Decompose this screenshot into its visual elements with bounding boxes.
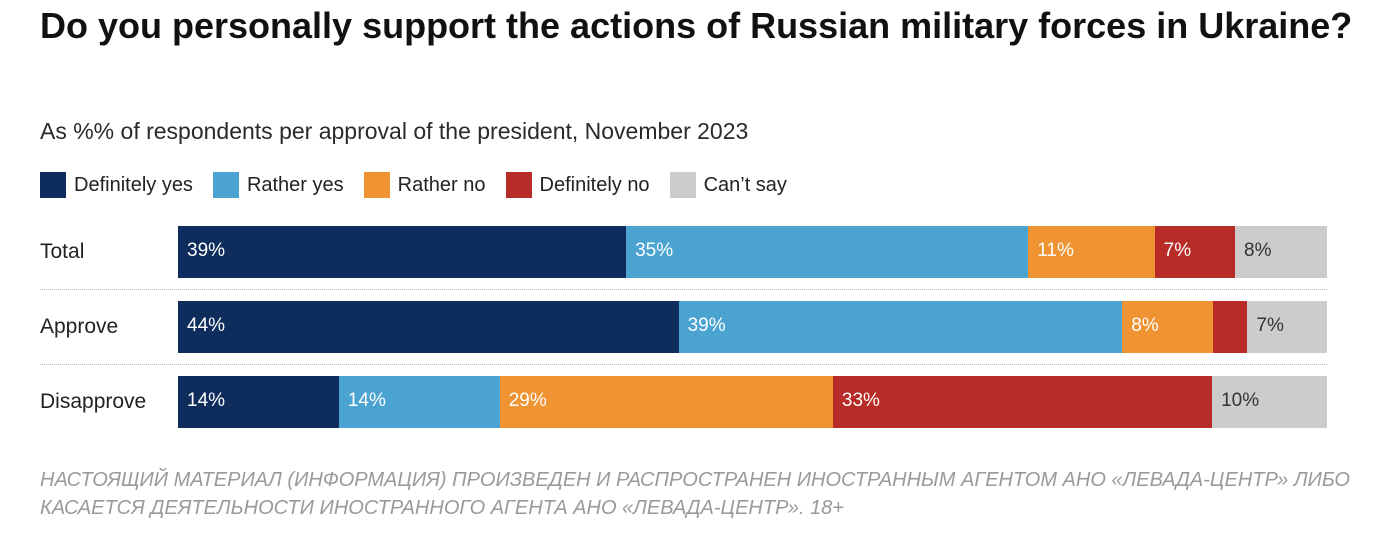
bar-row-total: 39% 35% 11% 7% 8%: [178, 226, 1327, 278]
data-label: 11%: [1037, 240, 1074, 261]
legend-item-3: Definitely no: [505, 172, 650, 198]
chart-title: Do you personally support the actions of…: [40, 5, 1353, 46]
legend-label: Rather no: [397, 173, 486, 196]
data-label: 33%: [841, 390, 880, 411]
data-label: 35%: [635, 240, 674, 261]
data-label: 14%: [187, 390, 226, 411]
data-label: 44%: [187, 315, 226, 336]
legend-swatch: [212, 172, 239, 198]
row-divider: [40, 364, 1327, 365]
bar-segment: 7%: [1247, 301, 1327, 353]
bar-segment: 39%: [178, 226, 627, 278]
data-label: 10%: [1221, 390, 1260, 411]
data-label: 39%: [187, 240, 226, 261]
bar-row-disapprove: 14% 14% 29% 33% 10%: [178, 376, 1327, 428]
data-label: 8%: [1244, 240, 1272, 261]
legend-item-1: Rather yes: [212, 172, 344, 198]
legend-label: Rather yes: [246, 173, 344, 196]
category-label: Total: [40, 240, 85, 263]
bar-row-approve: 44% 39% 8% 7%: [178, 301, 1327, 353]
bar-segment: 44%: [178, 301, 679, 353]
chart-subtitle: As %% of respondents per approval of the…: [40, 118, 749, 144]
data-label: 8%: [1131, 315, 1159, 336]
bar-segment: 14%: [338, 376, 500, 428]
row-divider: [40, 289, 1327, 290]
category-label: Disapprove: [40, 390, 147, 413]
data-label: 7%: [1256, 315, 1284, 336]
bar-segment: 8%: [1235, 226, 1327, 278]
legend-item-0: Definitely yes: [40, 172, 193, 198]
legend-item-2: Rather no: [363, 172, 486, 198]
data-label: 14%: [347, 390, 386, 411]
legend-label: Definitely no: [539, 173, 650, 196]
bar-segment: 29%: [499, 376, 833, 428]
chart-legend: Definitely yes Rather yes Rather no Definit…: [40, 172, 787, 198]
data-label: 39%: [687, 315, 726, 336]
category-label: Approve: [40, 315, 119, 338]
bar-segment: 39%: [678, 301, 1123, 353]
bar-segment: 35%: [626, 226, 1029, 278]
data-label: 29%: [508, 390, 547, 411]
bar-segment: 14%: [178, 376, 339, 428]
bar-segment: 8%: [1122, 301, 1214, 353]
legend-swatch: [669, 172, 696, 198]
foreign-agent-disclaimer: НАСТОЯЩИЙ МАТЕРИАЛ (ИНФОРМАЦИЯ) ПРОИЗВЕД…: [40, 469, 1350, 519]
legend-label: Can’t say: [703, 173, 787, 196]
legend-swatch: [505, 172, 532, 198]
bar-segment: 11%: [1028, 226, 1155, 278]
bar-segment: 33%: [832, 376, 1213, 428]
data-label: 7%: [1163, 240, 1192, 261]
legend-item-4: Can’t say: [669, 172, 787, 198]
legend-swatch: [363, 172, 390, 198]
bar-segment: [1213, 301, 1248, 353]
legend-label: Definitely yes: [74, 173, 193, 196]
legend-swatch: [40, 172, 66, 198]
bar-segment: 10%: [1212, 376, 1327, 428]
bar-segment: 7%: [1154, 226, 1236, 278]
